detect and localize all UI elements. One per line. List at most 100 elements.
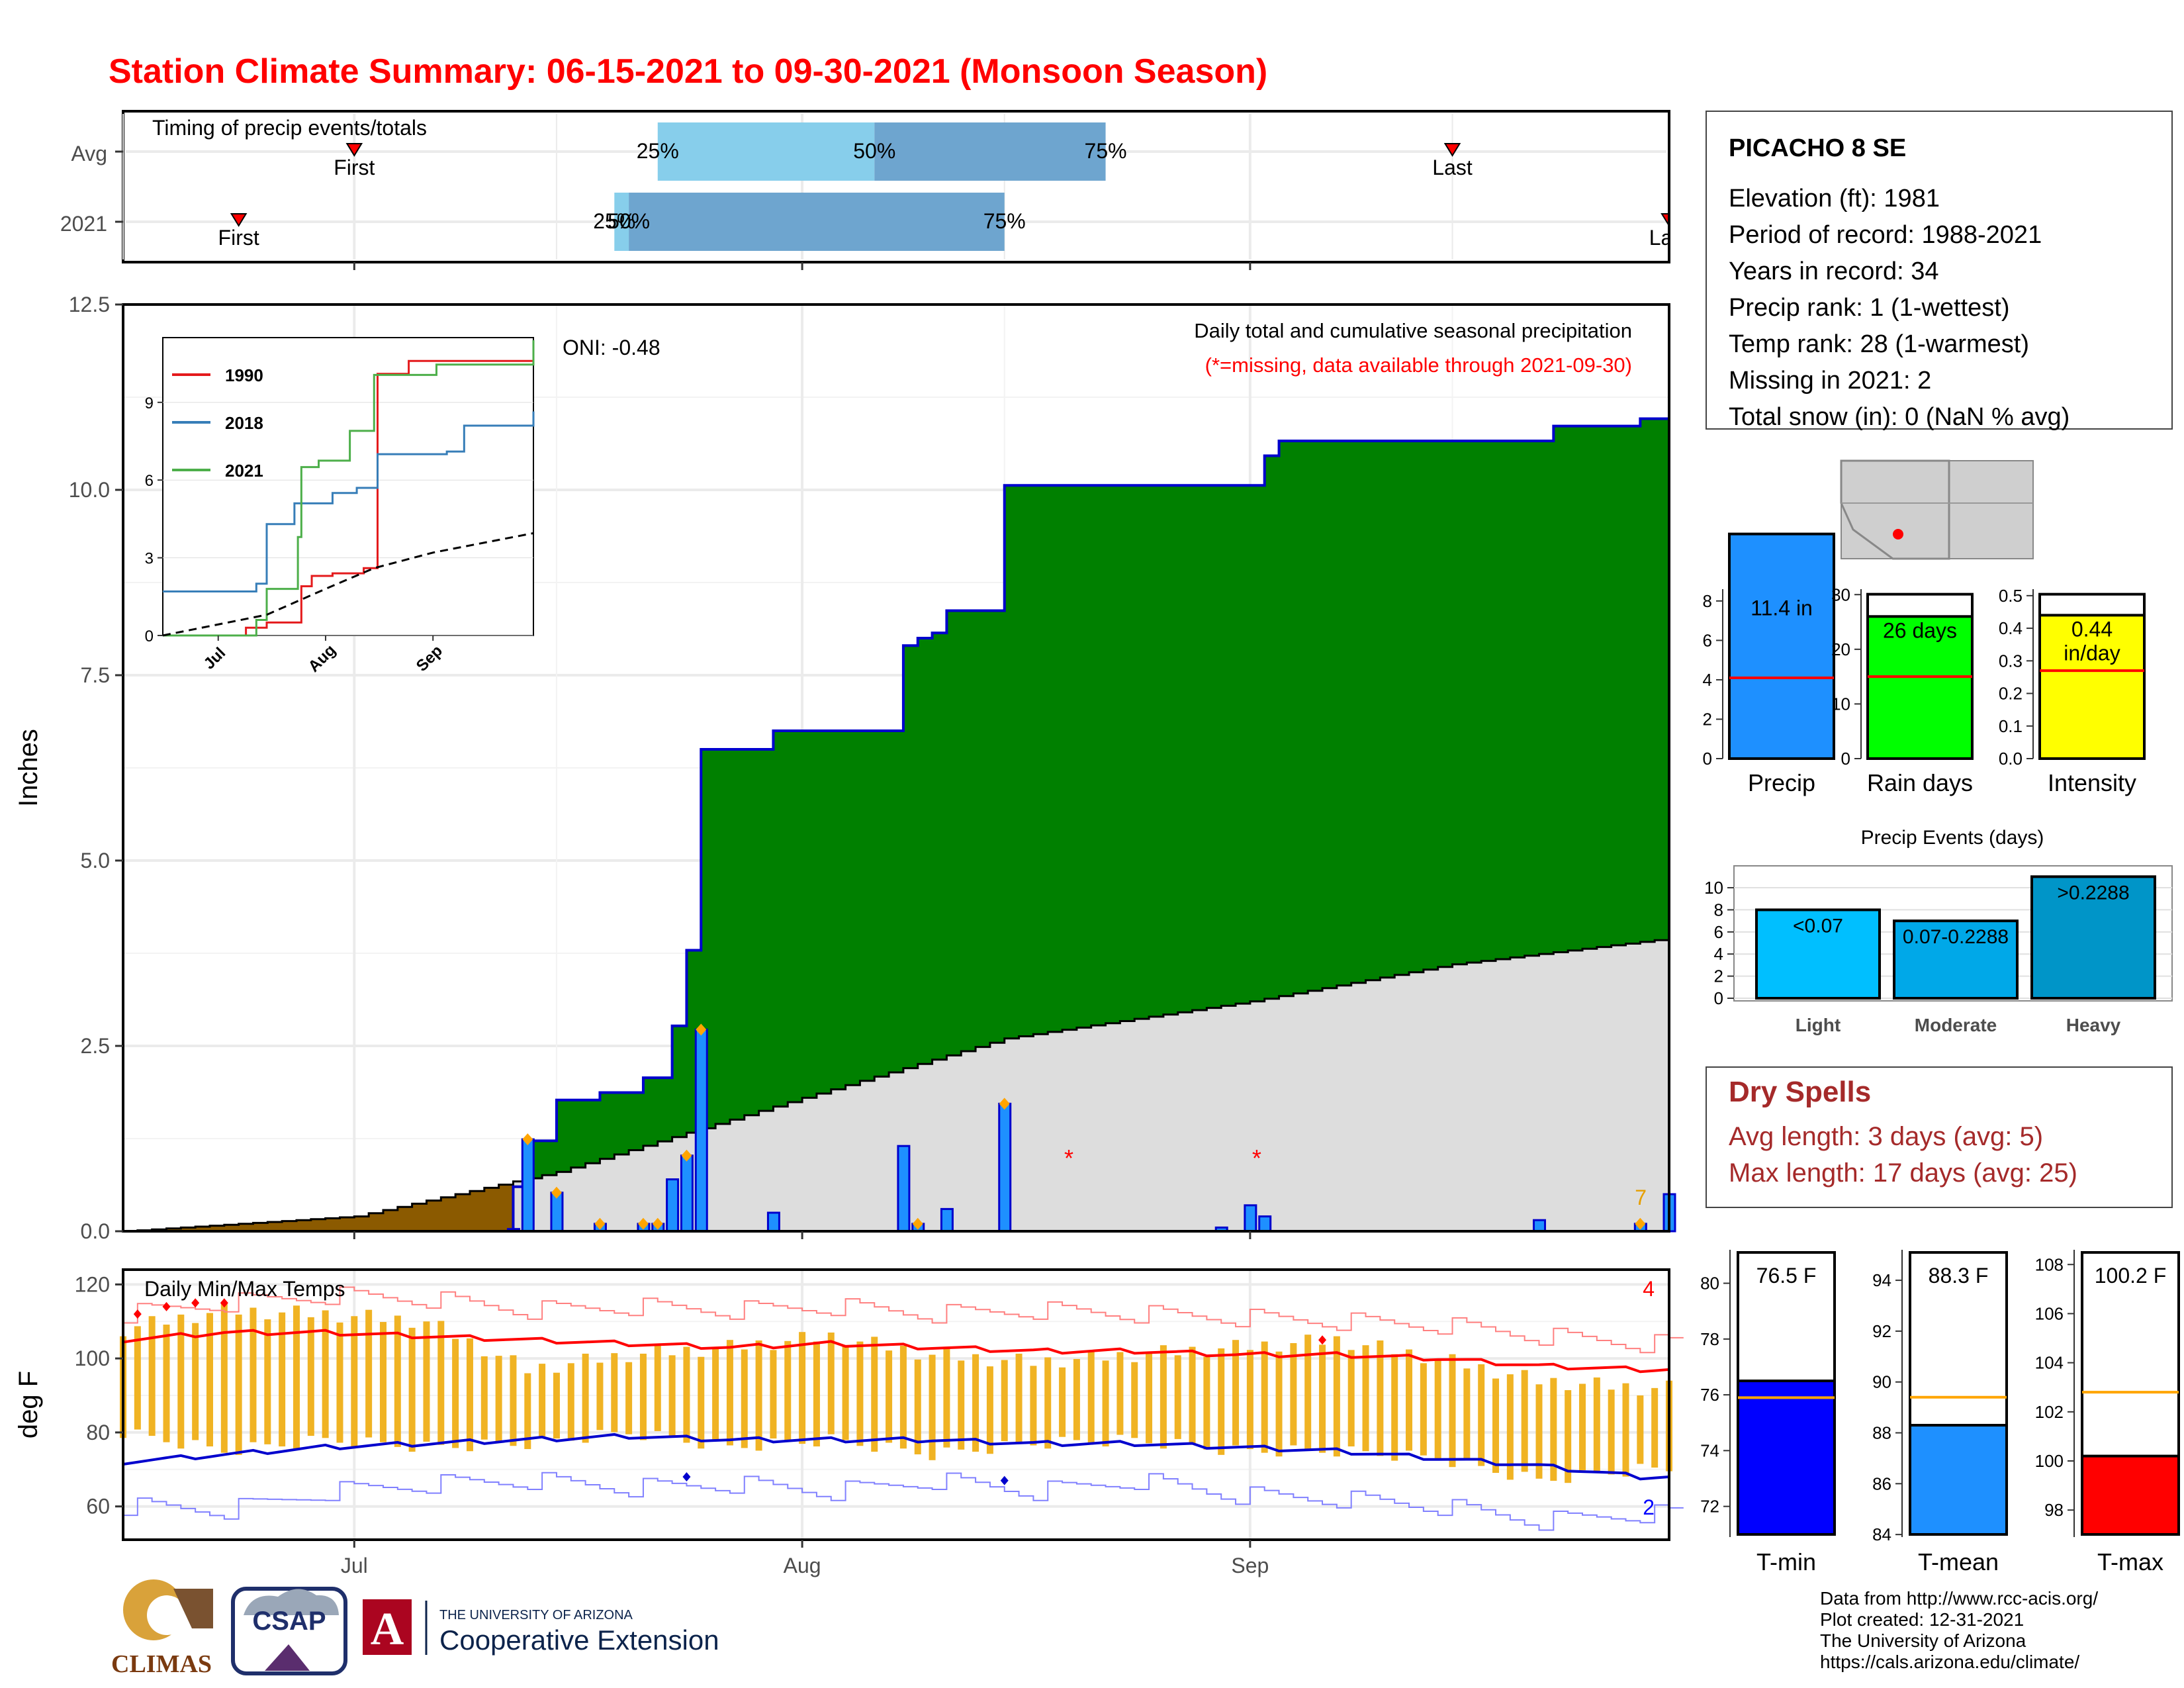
daily-temp-range-bar (250, 1307, 257, 1442)
timing-2021-p75-label: 75% (983, 209, 1026, 233)
ua-block-a-letter: A (371, 1604, 404, 1655)
daily-temp-range-bar (163, 1325, 170, 1442)
precip-y-tick-label: 10.0 (69, 478, 110, 502)
daily-temp-range-bar (1434, 1358, 1441, 1460)
daily-temp-range-bar (1362, 1345, 1369, 1452)
record-high-marker (191, 1298, 200, 1308)
daily-temp-range-bar (1608, 1389, 1615, 1475)
daily-temp-range-bar (654, 1345, 661, 1431)
daily-temp-range-bar (524, 1373, 531, 1450)
station-info-line: Missing in 2021: 2 (1729, 367, 1931, 395)
temp-y-tick-label: 100 (75, 1346, 110, 1370)
station-info-line: Temp rank: 28 (1-warmest) (1729, 330, 2029, 358)
precip-summary-y-tick-label: 8 (1703, 591, 1712, 611)
daily-temp-range-bar (1637, 1395, 1644, 1464)
ua-block-a-icon (363, 1599, 412, 1655)
precip-y-tick-label: 0.0 (81, 1219, 110, 1243)
daily-precip-bar (897, 1145, 911, 1233)
precip-y-tick-label: 7.5 (81, 663, 110, 687)
daily-temp-range-bar (1550, 1378, 1557, 1481)
raindays-summary-axis-label: Rain days (1867, 769, 1973, 796)
csap-logo: CSAP (231, 1587, 347, 1675)
inset-legend-2018: 2018 (225, 413, 263, 433)
tmax-summary-y-tick-label: 106 (2035, 1303, 2064, 1323)
events-bar-light (1755, 908, 1881, 1000)
daily-temp-range-bar (1203, 1356, 1210, 1450)
daily-temp-range-bar (466, 1338, 473, 1452)
timing-2021-last-marker (1661, 213, 1668, 225)
tmin-summary-value-bar (1737, 1380, 1836, 1536)
timing-avg-box-50-75 (874, 122, 1106, 181)
precip-y-tick-label: 12.5 (69, 293, 110, 316)
intensity-summary-y-tick-label: 0.3 (1999, 651, 2023, 671)
intensity-summary-y-tick-label: 0.1 (1999, 716, 2023, 736)
daily-temp-range-bar (1232, 1340, 1240, 1446)
climas-land-icon (173, 1589, 213, 1628)
record-daily-marker (652, 1217, 663, 1230)
timing-2021-box-50-75 (629, 193, 1005, 251)
events-bar-heavy (2030, 875, 2156, 1000)
events-bar-label: >0.2288 (2057, 882, 2129, 904)
daily-temp-range-bar (1449, 1354, 1456, 1468)
hot-day-count: 4 (1643, 1277, 1655, 1301)
daily-temp-range-bar (1333, 1336, 1340, 1457)
inset-series-2021 (163, 340, 535, 637)
daily-temp-range-bar (322, 1310, 329, 1438)
daily-temp-range-bar (1246, 1350, 1253, 1450)
daily-temp-range-bar (1492, 1378, 1500, 1473)
daily-temp-range-bar (1651, 1387, 1659, 1468)
tmean-summary-y-tick-label: 84 (1872, 1524, 1891, 1544)
timing-avg-p75-label: 75% (1085, 139, 1127, 163)
raindays-summary-y-tick-label: 30 (1831, 585, 1850, 604)
events-bar-moderate (1893, 919, 2019, 1000)
timing-row-avg-label: Avg (71, 142, 107, 165)
intensity-summary-unit-label: in/day (2064, 641, 2120, 665)
daily-temp-range-bar (206, 1313, 213, 1447)
daily-temp-range-bar (1347, 1350, 1355, 1447)
temp-x-tick-label: Jul (341, 1554, 368, 1577)
tmean-summary-y-tick-label: 94 (1872, 1270, 1891, 1290)
daily-temp-range-bar (553, 1372, 560, 1439)
intensity-summary-y-tick-label: 0.4 (1999, 618, 2023, 638)
daily-temp-range-bar (813, 1341, 820, 1447)
daily-temp-range-bar (1521, 1370, 1528, 1472)
tmean-summary-value-label: 88.3 F (1929, 1264, 1989, 1288)
record-high-marker (220, 1298, 228, 1308)
daily-temp-range-bar (1102, 1360, 1109, 1447)
daily-temp-range-bar (1420, 1363, 1427, 1456)
record-daily-marker (1635, 1217, 1646, 1230)
timing-2021-p50-label: 50% (608, 209, 650, 233)
daily-temp-range-bar (134, 1326, 141, 1430)
daily-temp-range-bar (177, 1314, 185, 1449)
station-info-line: Precip rank: 1 (1-wettest) (1729, 294, 2009, 322)
rain-day-count: 7 (1635, 1186, 1647, 1209)
events-bar-label: 0.07-0.2288 (1903, 926, 2009, 948)
daily-temp-range-bar (1030, 1366, 1037, 1446)
dry-spells-title: Dry Spells (1729, 1076, 1871, 1108)
credit-data-source: Data from http://www.rcc-acis.org/ (1820, 1588, 2098, 1609)
station-name: PICACHO 8 SE (1729, 134, 1906, 162)
precip-y-axis-title: Inches (14, 729, 43, 807)
daily-temp-range-bar (712, 1348, 719, 1440)
daily-temp-range-bar (698, 1356, 705, 1449)
daily-temp-range-bar (1131, 1362, 1138, 1438)
events-y-tick-label: 4 (1714, 944, 1723, 964)
csap-mountain-icon (265, 1644, 310, 1671)
tmin-summary-y-tick-label: 72 (1700, 1497, 1719, 1517)
precip-y-tick-label: 2.5 (81, 1034, 110, 1058)
daily-temp-range-bar (625, 1362, 633, 1434)
intensity-summary-y-tick-label: 0.0 (1999, 749, 2023, 769)
station-location-marker (1893, 529, 1903, 539)
timing-2021-first-label: First (218, 226, 259, 250)
daily-temp-range-bar (1579, 1383, 1586, 1471)
record-high-marker (1318, 1335, 1327, 1345)
daily-temp-range-bar (958, 1360, 965, 1450)
daily-temp-range-bar (1593, 1377, 1600, 1473)
daily-temp-range-bar (351, 1316, 358, 1448)
daily-temp-range-bar (452, 1338, 459, 1448)
daily-precip-bar (940, 1207, 954, 1233)
events-y-tick-label: 0 (1714, 988, 1723, 1008)
daily-temp-range-bar (1463, 1368, 1471, 1460)
